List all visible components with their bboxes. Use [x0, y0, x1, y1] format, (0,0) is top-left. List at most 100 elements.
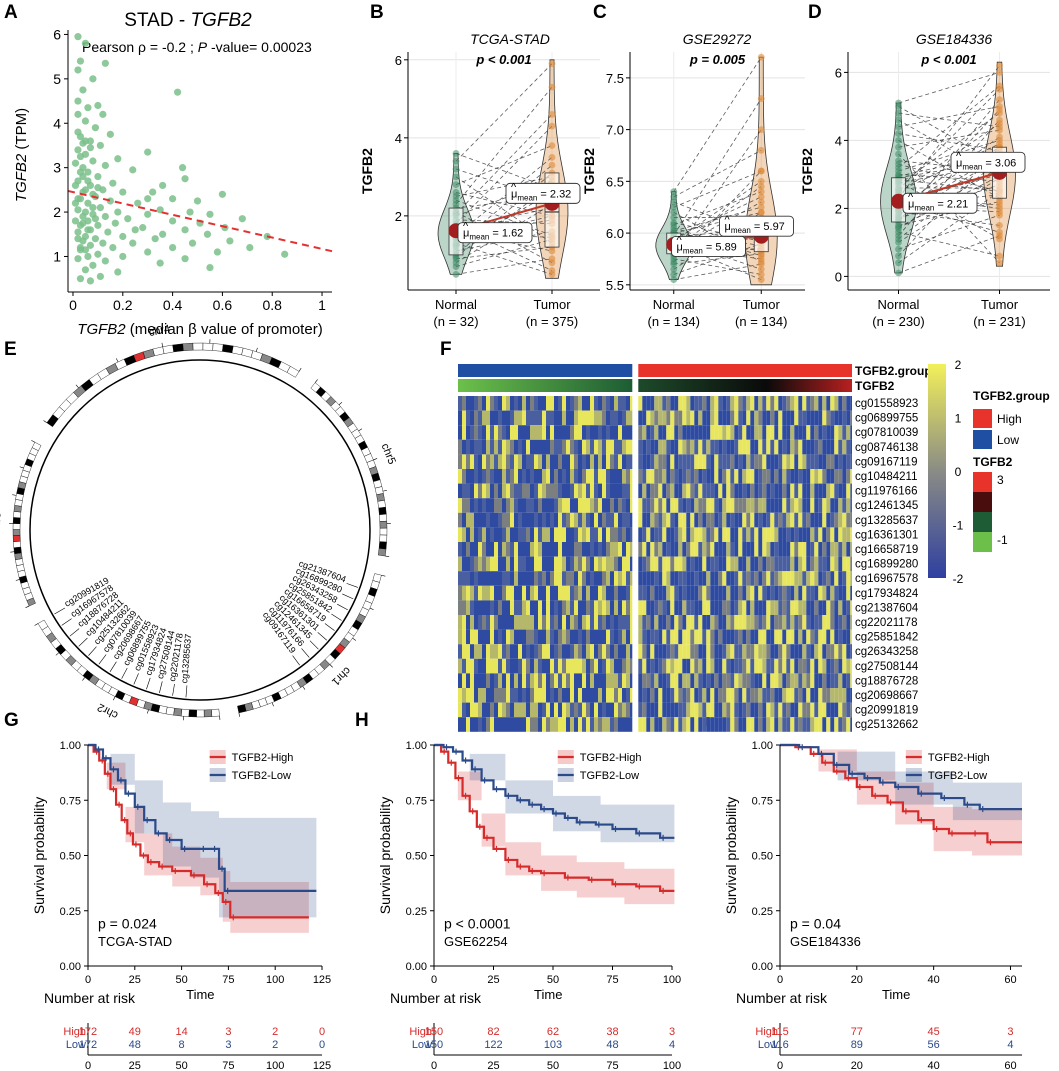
- heatmap-cell: [778, 658, 783, 674]
- heatmap-cell: [822, 396, 827, 411]
- heatmap-cell: [722, 571, 727, 586]
- heatmap-cell: [714, 396, 719, 411]
- scatter-point: [86, 137, 95, 145]
- heatmap-cell: [538, 396, 542, 411]
- heatmap-cell: [594, 542, 598, 557]
- heatmap-cell: [574, 439, 578, 455]
- cpg-link: [292, 655, 300, 666]
- heatmap-cell: [718, 483, 723, 499]
- heatmap-cell: [530, 527, 534, 542]
- heatmap-cell: [494, 469, 498, 484]
- heatmap-cell: [718, 717, 723, 732]
- heatmap-cell: [510, 688, 514, 703]
- heatmap-cell: [554, 571, 558, 586]
- heatmap-cell: [646, 396, 651, 411]
- y-tick-label: 0.25: [752, 906, 773, 918]
- heatmap-cell: [538, 717, 542, 732]
- heatmap-cell: [694, 585, 699, 601]
- heatmap-cell: [502, 717, 506, 732]
- heatmap-cell: [650, 454, 655, 469]
- scatter-point: [119, 188, 127, 196]
- heatmap-cell: [714, 585, 719, 601]
- heatmap-cell: [786, 629, 791, 645]
- legend-label: TGFB2-Low: [580, 770, 639, 782]
- legend-gene-tick: -1: [997, 533, 1008, 547]
- scatter-point: [99, 110, 107, 118]
- heatmap-cell: [482, 483, 486, 499]
- heatmap-cell: [502, 396, 506, 411]
- heatmap-cell: [678, 410, 683, 426]
- heatmap-cell: [550, 527, 554, 542]
- heatmap-cell: [582, 483, 586, 499]
- pair-line: [455, 192, 553, 217]
- heatmap-cell: [554, 483, 558, 499]
- pair-line: [898, 99, 1000, 223]
- scatter-point: [159, 230, 167, 238]
- heatmap-cell: [714, 615, 719, 630]
- heatmap-cell: [530, 396, 534, 411]
- heatmap-cell: [570, 439, 574, 455]
- heatmap-cell: [606, 571, 610, 586]
- heatmap-cell: [630, 410, 633, 426]
- legend-label: TGFB2-High: [580, 752, 642, 764]
- heatmap-cell: [458, 498, 462, 513]
- heatmap-cell: [710, 688, 715, 703]
- heatmap-cell: [482, 615, 486, 630]
- heatmap-cell: [534, 527, 538, 542]
- heatmap-cell: [602, 702, 606, 718]
- heatmap-cell: [718, 410, 723, 426]
- normal-point: [895, 235, 902, 243]
- heatmap-cell: [766, 673, 771, 688]
- heatmap-cell: [822, 469, 827, 484]
- heatmap-cell: [670, 527, 675, 542]
- heatmap-cell: [710, 512, 715, 528]
- heatmap-cell: [494, 425, 498, 440]
- heatmap-cell: [834, 498, 839, 513]
- y-tick-label: 0.00: [752, 961, 773, 973]
- heatmap-cell: [646, 688, 651, 703]
- heatmap-cell: [726, 454, 731, 469]
- mean-label: μmean = 2.21: [908, 198, 968, 212]
- heatmap-cell: [846, 469, 851, 484]
- heatmap-cell: [614, 542, 618, 557]
- heatmap-cell: [706, 717, 711, 732]
- heatmap-cell: [726, 425, 731, 440]
- heatmap-cell: [570, 600, 574, 615]
- heatmap-cell: [606, 498, 610, 513]
- heatmap-cell: [690, 527, 695, 542]
- heatmap-cell: [814, 585, 819, 601]
- heatmap-cell: [774, 410, 779, 426]
- heatmap-cell: [658, 556, 663, 572]
- heatmap-cell: [798, 673, 803, 688]
- heatmap-cell: [562, 644, 566, 659]
- heatmap-cell: [538, 483, 542, 499]
- heatmap-cell: [838, 469, 843, 484]
- heatmap-cell: [666, 469, 671, 484]
- x-tick-label: 0: [431, 974, 437, 986]
- risk-row-label: High: [409, 1026, 432, 1038]
- heatmap-cell: [806, 702, 811, 718]
- heatmap-cell: [554, 556, 558, 572]
- scatter-point: [206, 263, 214, 272]
- heatmap-cell: [630, 600, 633, 615]
- heatmap-cell: [558, 658, 562, 674]
- heatmap-cell: [622, 425, 626, 440]
- heatmap-cell: [842, 542, 847, 557]
- tumor-point: [548, 60, 556, 68]
- heatmap-cell: [614, 658, 618, 674]
- heatmap-cell: [486, 542, 490, 557]
- heatmap-cell: [526, 396, 530, 411]
- heatmap-cell: [522, 512, 526, 528]
- heatmap-cell: [666, 600, 671, 615]
- normal-point: [670, 208, 678, 216]
- heatmap-cell: [462, 439, 466, 455]
- heatmap-cell: [826, 512, 831, 528]
- row-label: cg20991819: [855, 705, 918, 717]
- x-tick-label: 20: [851, 974, 863, 986]
- heatmap-cell: [678, 425, 683, 440]
- heatmap-cell: [578, 585, 582, 601]
- heatmap-cell: [650, 585, 655, 601]
- heatmap-cell: [642, 542, 647, 557]
- heatmap-cell: [542, 425, 546, 440]
